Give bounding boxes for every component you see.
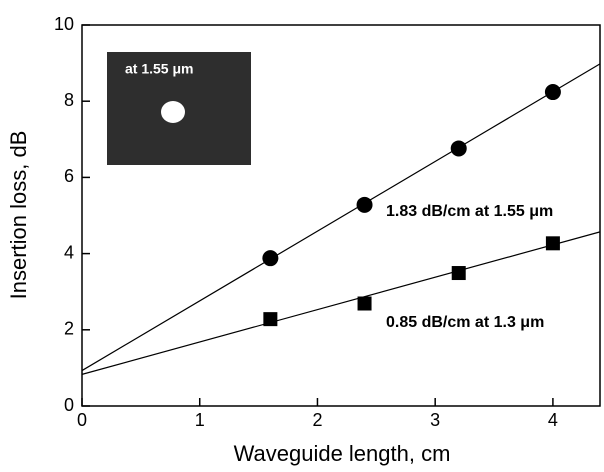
fit-line [81, 231, 601, 375]
data-point [356, 196, 373, 213]
x-tick-label: 1 [195, 410, 205, 430]
data-point [544, 84, 561, 101]
y-tick-label: 4 [64, 242, 74, 262]
data-point [357, 296, 372, 311]
annotation: 1.83 dB/cm at 1.55 μm [386, 203, 553, 220]
x-tick-label: 3 [430, 410, 440, 430]
x-tick-label: 4 [548, 410, 558, 430]
data-point [263, 312, 278, 327]
y-tick-label: 6 [64, 166, 74, 186]
annotation: 0.85 dB/cm at 1.3 μm [386, 314, 544, 331]
y-axis-title: Insertion loss, dB [6, 131, 31, 300]
plot-frame [81, 24, 601, 407]
x-axis-title: Waveguide length, cm [234, 441, 451, 466]
x-tick-label: 2 [312, 410, 322, 430]
y-tick-label: 10 [54, 14, 74, 34]
y-tick-label: 0 [64, 395, 74, 415]
inset-label: at 1.55 μm [125, 61, 194, 77]
data-point [545, 236, 560, 251]
data-point [451, 266, 466, 281]
y-tick-label: 2 [64, 319, 74, 339]
fit-line [81, 63, 601, 372]
x-tick-label: 0 [77, 410, 87, 430]
data-point [262, 250, 279, 267]
data-point [450, 140, 467, 157]
inset-spot [161, 101, 185, 123]
y-tick-label: 8 [64, 90, 74, 110]
